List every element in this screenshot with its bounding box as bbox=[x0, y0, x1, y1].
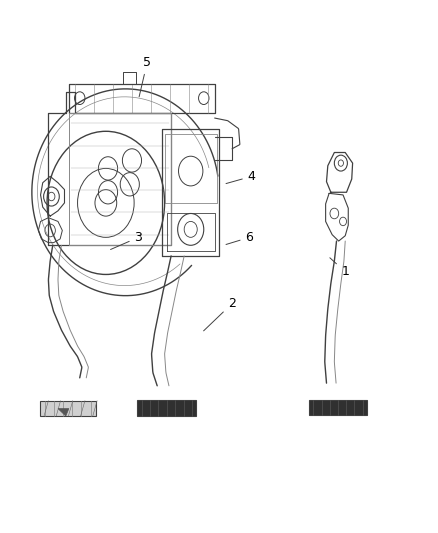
Text: 3: 3 bbox=[110, 231, 142, 249]
Text: 2: 2 bbox=[204, 297, 236, 331]
Text: 6: 6 bbox=[226, 231, 254, 245]
Text: 4: 4 bbox=[226, 170, 256, 183]
Polygon shape bbox=[40, 401, 96, 416]
Polygon shape bbox=[58, 409, 69, 416]
Text: 1: 1 bbox=[330, 258, 349, 278]
Polygon shape bbox=[137, 400, 196, 416]
Polygon shape bbox=[309, 400, 367, 415]
Text: 5: 5 bbox=[139, 56, 151, 97]
